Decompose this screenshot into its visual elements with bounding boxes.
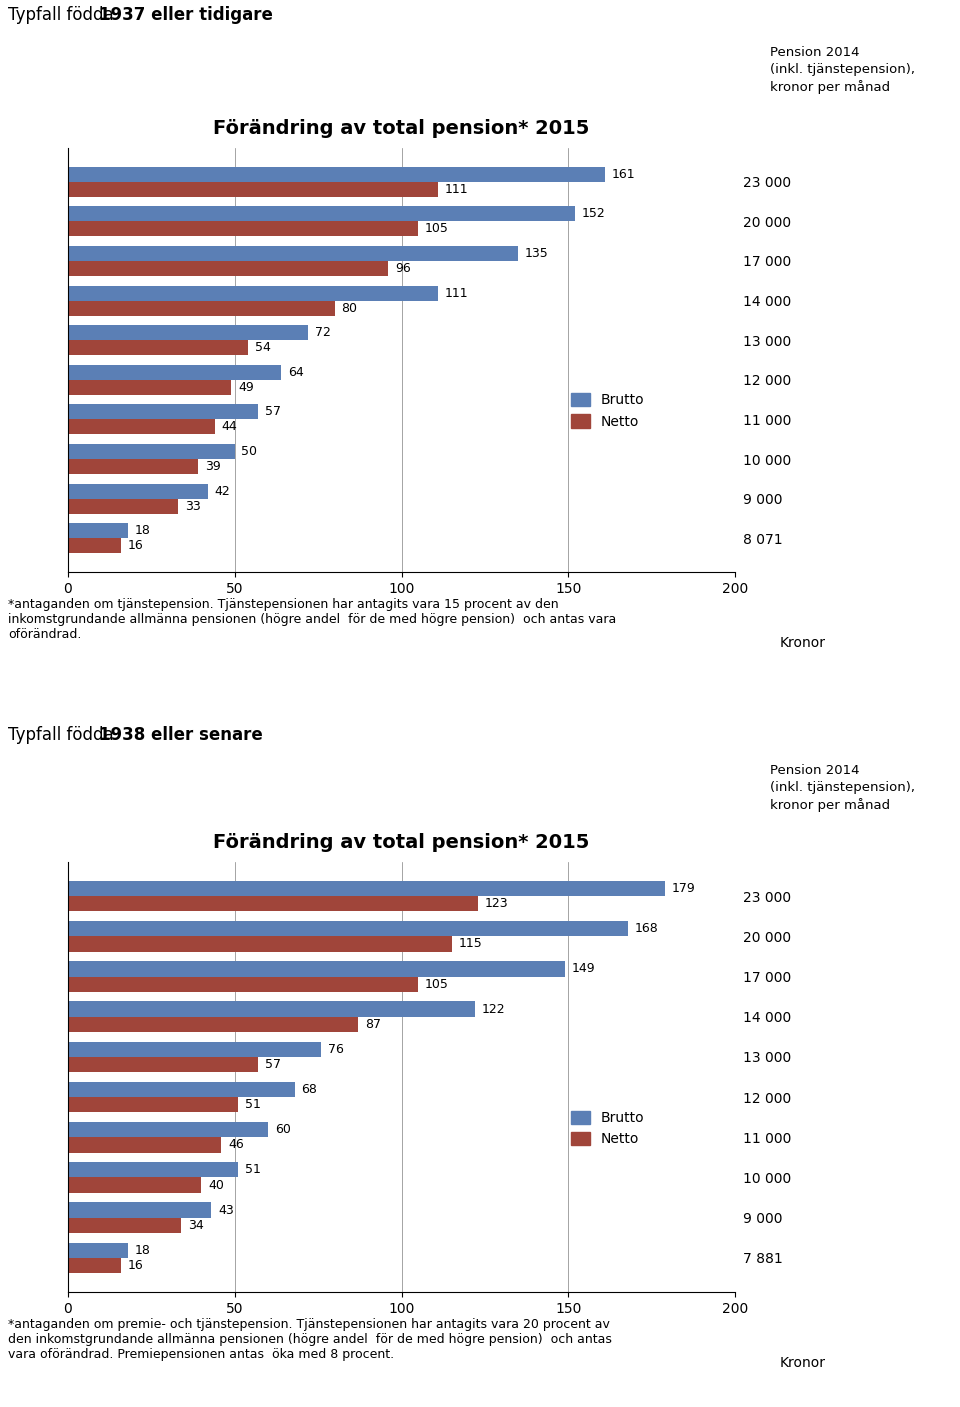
Text: 44: 44 xyxy=(222,421,237,433)
Bar xyxy=(68,459,198,474)
Bar xyxy=(68,484,208,498)
Text: 1938 eller senare: 1938 eller senare xyxy=(100,726,263,744)
Text: 50: 50 xyxy=(241,445,257,459)
Text: 46: 46 xyxy=(228,1138,244,1151)
Text: Pension 2014
(inkl. tjänstepension),
kronor per månad: Pension 2014 (inkl. tjänstepension), kro… xyxy=(770,46,915,94)
Bar xyxy=(68,1097,238,1113)
Bar xyxy=(68,539,121,553)
Legend: Brutto, Netto: Brutto, Netto xyxy=(570,1110,645,1147)
Text: 149: 149 xyxy=(571,962,595,975)
Text: 105: 105 xyxy=(425,978,448,991)
Text: 16: 16 xyxy=(128,1259,144,1272)
Text: Typfall födda: Typfall födda xyxy=(8,6,119,24)
Text: 16: 16 xyxy=(128,539,144,553)
Bar xyxy=(68,1017,358,1031)
Bar xyxy=(68,1137,222,1152)
Text: 115: 115 xyxy=(458,937,482,951)
Text: 1937 eller tidigare: 1937 eller tidigare xyxy=(100,6,274,24)
Bar xyxy=(68,976,419,992)
Text: 60: 60 xyxy=(275,1123,291,1135)
Bar xyxy=(68,380,231,395)
Text: 122: 122 xyxy=(482,1003,505,1016)
Text: 33: 33 xyxy=(184,499,201,512)
Text: 49: 49 xyxy=(238,381,253,394)
Text: 18: 18 xyxy=(134,1244,151,1256)
Bar xyxy=(68,936,451,951)
Bar xyxy=(68,1242,128,1258)
Text: 123: 123 xyxy=(485,898,509,910)
Bar xyxy=(68,1258,121,1273)
Bar xyxy=(68,419,215,435)
Bar xyxy=(68,1041,322,1057)
Text: 57: 57 xyxy=(265,1058,280,1071)
Bar xyxy=(68,896,478,912)
Bar xyxy=(68,1082,295,1097)
Text: 152: 152 xyxy=(582,207,606,221)
Text: 42: 42 xyxy=(215,484,230,498)
Title: Förändring av total pension* 2015: Förändring av total pension* 2015 xyxy=(213,120,589,138)
Text: 51: 51 xyxy=(245,1099,260,1112)
Text: 111: 111 xyxy=(444,287,468,300)
Text: 168: 168 xyxy=(635,922,659,936)
Bar xyxy=(68,1057,258,1072)
Bar xyxy=(68,1162,238,1178)
Text: Kronor: Kronor xyxy=(780,636,826,650)
Bar xyxy=(68,246,518,260)
Text: 39: 39 xyxy=(204,460,221,473)
Text: 51: 51 xyxy=(245,1164,260,1176)
Bar xyxy=(68,301,335,315)
Text: 18: 18 xyxy=(134,525,151,537)
Bar xyxy=(68,325,308,340)
Bar xyxy=(68,221,419,236)
Text: *antaganden om premie- och tjänstepension. Tjänstepensionen har antagits vara 20: *antaganden om premie- och tjänstepensio… xyxy=(8,1318,612,1361)
Text: Typfall födda: Typfall födda xyxy=(8,726,119,744)
Text: 161: 161 xyxy=(612,167,636,180)
Bar xyxy=(68,1217,181,1233)
Bar xyxy=(68,961,564,976)
Text: 179: 179 xyxy=(672,882,695,895)
Text: 72: 72 xyxy=(315,326,330,339)
Bar xyxy=(68,286,438,301)
Text: 43: 43 xyxy=(218,1203,234,1217)
Text: 54: 54 xyxy=(254,342,271,355)
Bar xyxy=(68,445,235,459)
Bar xyxy=(68,182,438,197)
Text: 111: 111 xyxy=(444,183,468,196)
Bar xyxy=(68,523,128,539)
Bar xyxy=(68,207,575,221)
Text: 96: 96 xyxy=(395,262,411,274)
Text: Kronor: Kronor xyxy=(780,1356,826,1370)
Bar xyxy=(68,404,258,419)
Legend: Brutto, Netto: Brutto, Netto xyxy=(570,393,645,429)
Bar xyxy=(68,340,248,355)
Title: Förändring av total pension* 2015: Förändring av total pension* 2015 xyxy=(213,833,589,853)
Bar xyxy=(68,881,665,896)
Bar xyxy=(68,1178,202,1193)
Bar xyxy=(68,364,281,380)
Bar xyxy=(68,1002,475,1017)
Bar xyxy=(68,260,388,276)
Text: 135: 135 xyxy=(525,246,549,260)
Text: 68: 68 xyxy=(301,1083,318,1096)
Text: 64: 64 xyxy=(288,366,304,378)
Bar xyxy=(68,166,605,182)
Bar xyxy=(68,922,628,936)
Text: 76: 76 xyxy=(328,1043,344,1055)
Text: 57: 57 xyxy=(265,405,280,418)
Text: 80: 80 xyxy=(342,301,357,315)
Bar xyxy=(68,1121,268,1137)
Text: Pension 2014
(inkl. tjänstepension),
kronor per månad: Pension 2014 (inkl. tjänstepension), kro… xyxy=(770,764,915,812)
Text: *antaganden om tjänstepension. Tjänstepensionen har antagits vara 15 procent av : *antaganden om tjänstepension. Tjänstepe… xyxy=(8,598,616,642)
Text: 87: 87 xyxy=(365,1017,381,1031)
Text: 34: 34 xyxy=(188,1218,204,1231)
Bar xyxy=(68,1203,211,1217)
Bar xyxy=(68,498,178,514)
Text: 105: 105 xyxy=(425,222,448,235)
Text: 40: 40 xyxy=(208,1179,224,1192)
